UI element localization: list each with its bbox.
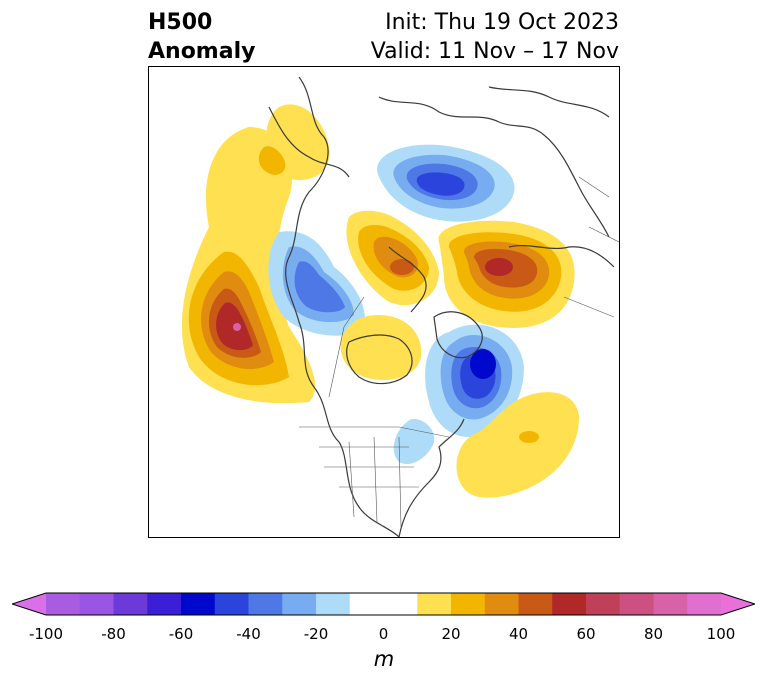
colorbar-bin (46, 593, 81, 615)
colorbar-tick-label: 40 (508, 625, 529, 643)
colorbar-tick-label: -40 (236, 625, 261, 643)
colorbar-bin (349, 593, 384, 615)
coastlines (268, 76, 615, 537)
anomaly-neg-polar (377, 144, 515, 222)
colorbar-tick-label: -60 (168, 625, 194, 643)
anomaly-map (148, 66, 620, 538)
colorbar-extend-high (721, 593, 755, 615)
colorbar (12, 592, 755, 616)
colorbar-tick-label: -20 (303, 625, 329, 643)
colorbar-tick-label: 20 (441, 625, 461, 643)
colorbar-tick-label: 100 (706, 625, 736, 643)
anomaly-pos-west-of-na (181, 127, 316, 404)
anomaly-neg-canada-west (268, 231, 365, 336)
colorbar-bin (552, 593, 587, 615)
colorbar-bin (214, 593, 249, 615)
colorbar-bin (147, 593, 182, 615)
colorbar-bin (586, 593, 621, 615)
colorbar-tick-label: -80 (101, 625, 126, 643)
colorbar-bin (653, 593, 688, 615)
colorbar-bin (518, 593, 553, 615)
colorbar-tick-label: 0 (378, 625, 389, 643)
valid-range: Valid: 11 Nov – 17 Nov (370, 39, 619, 64)
colorbar-bin (79, 593, 114, 615)
anomaly-pos-siberia (438, 220, 575, 328)
anomaly-pos-hudson-bay (340, 315, 422, 381)
map-canvas (181, 76, 619, 537)
anomaly-pos-alaska (258, 104, 330, 181)
colorbar-bin (451, 593, 486, 615)
colorbar-tick-label: 80 (643, 625, 664, 643)
colorbar-bin (181, 593, 216, 615)
forecast-dates: Init: Thu 19 Oct 2023 Valid: 11 Nov – 17… (371, 8, 619, 66)
title-quantity: Anomaly (148, 39, 256, 64)
colorbar-bin (248, 593, 283, 615)
anomaly-neg-north-atlantic (393, 324, 524, 465)
colorbar-bin (687, 593, 722, 615)
colorbar-bin (619, 593, 654, 615)
title-variable: H500 (148, 10, 213, 35)
colorbar-bin (383, 593, 418, 615)
init-date: Init: Thu 19 Oct 2023 (385, 10, 619, 35)
map-title: H500 Anomaly (148, 8, 255, 66)
colorbar-bin (417, 593, 452, 615)
colorbar-bin (113, 593, 148, 615)
colorbar-outline (12, 592, 755, 616)
colorbar-tick-label: 60 (576, 625, 596, 643)
political-borders (299, 176, 619, 528)
anomaly-pos-greenland (346, 210, 439, 306)
anomaly-pos-atlantic (456, 392, 579, 498)
colorbar-unit: m (373, 647, 395, 671)
colorbar-bin (316, 593, 351, 615)
colorbar-bin (484, 593, 519, 615)
colorbar-tick-label: -100 (28, 625, 64, 643)
colorbar-bin (282, 593, 317, 615)
colorbar-extend-low (12, 593, 46, 615)
